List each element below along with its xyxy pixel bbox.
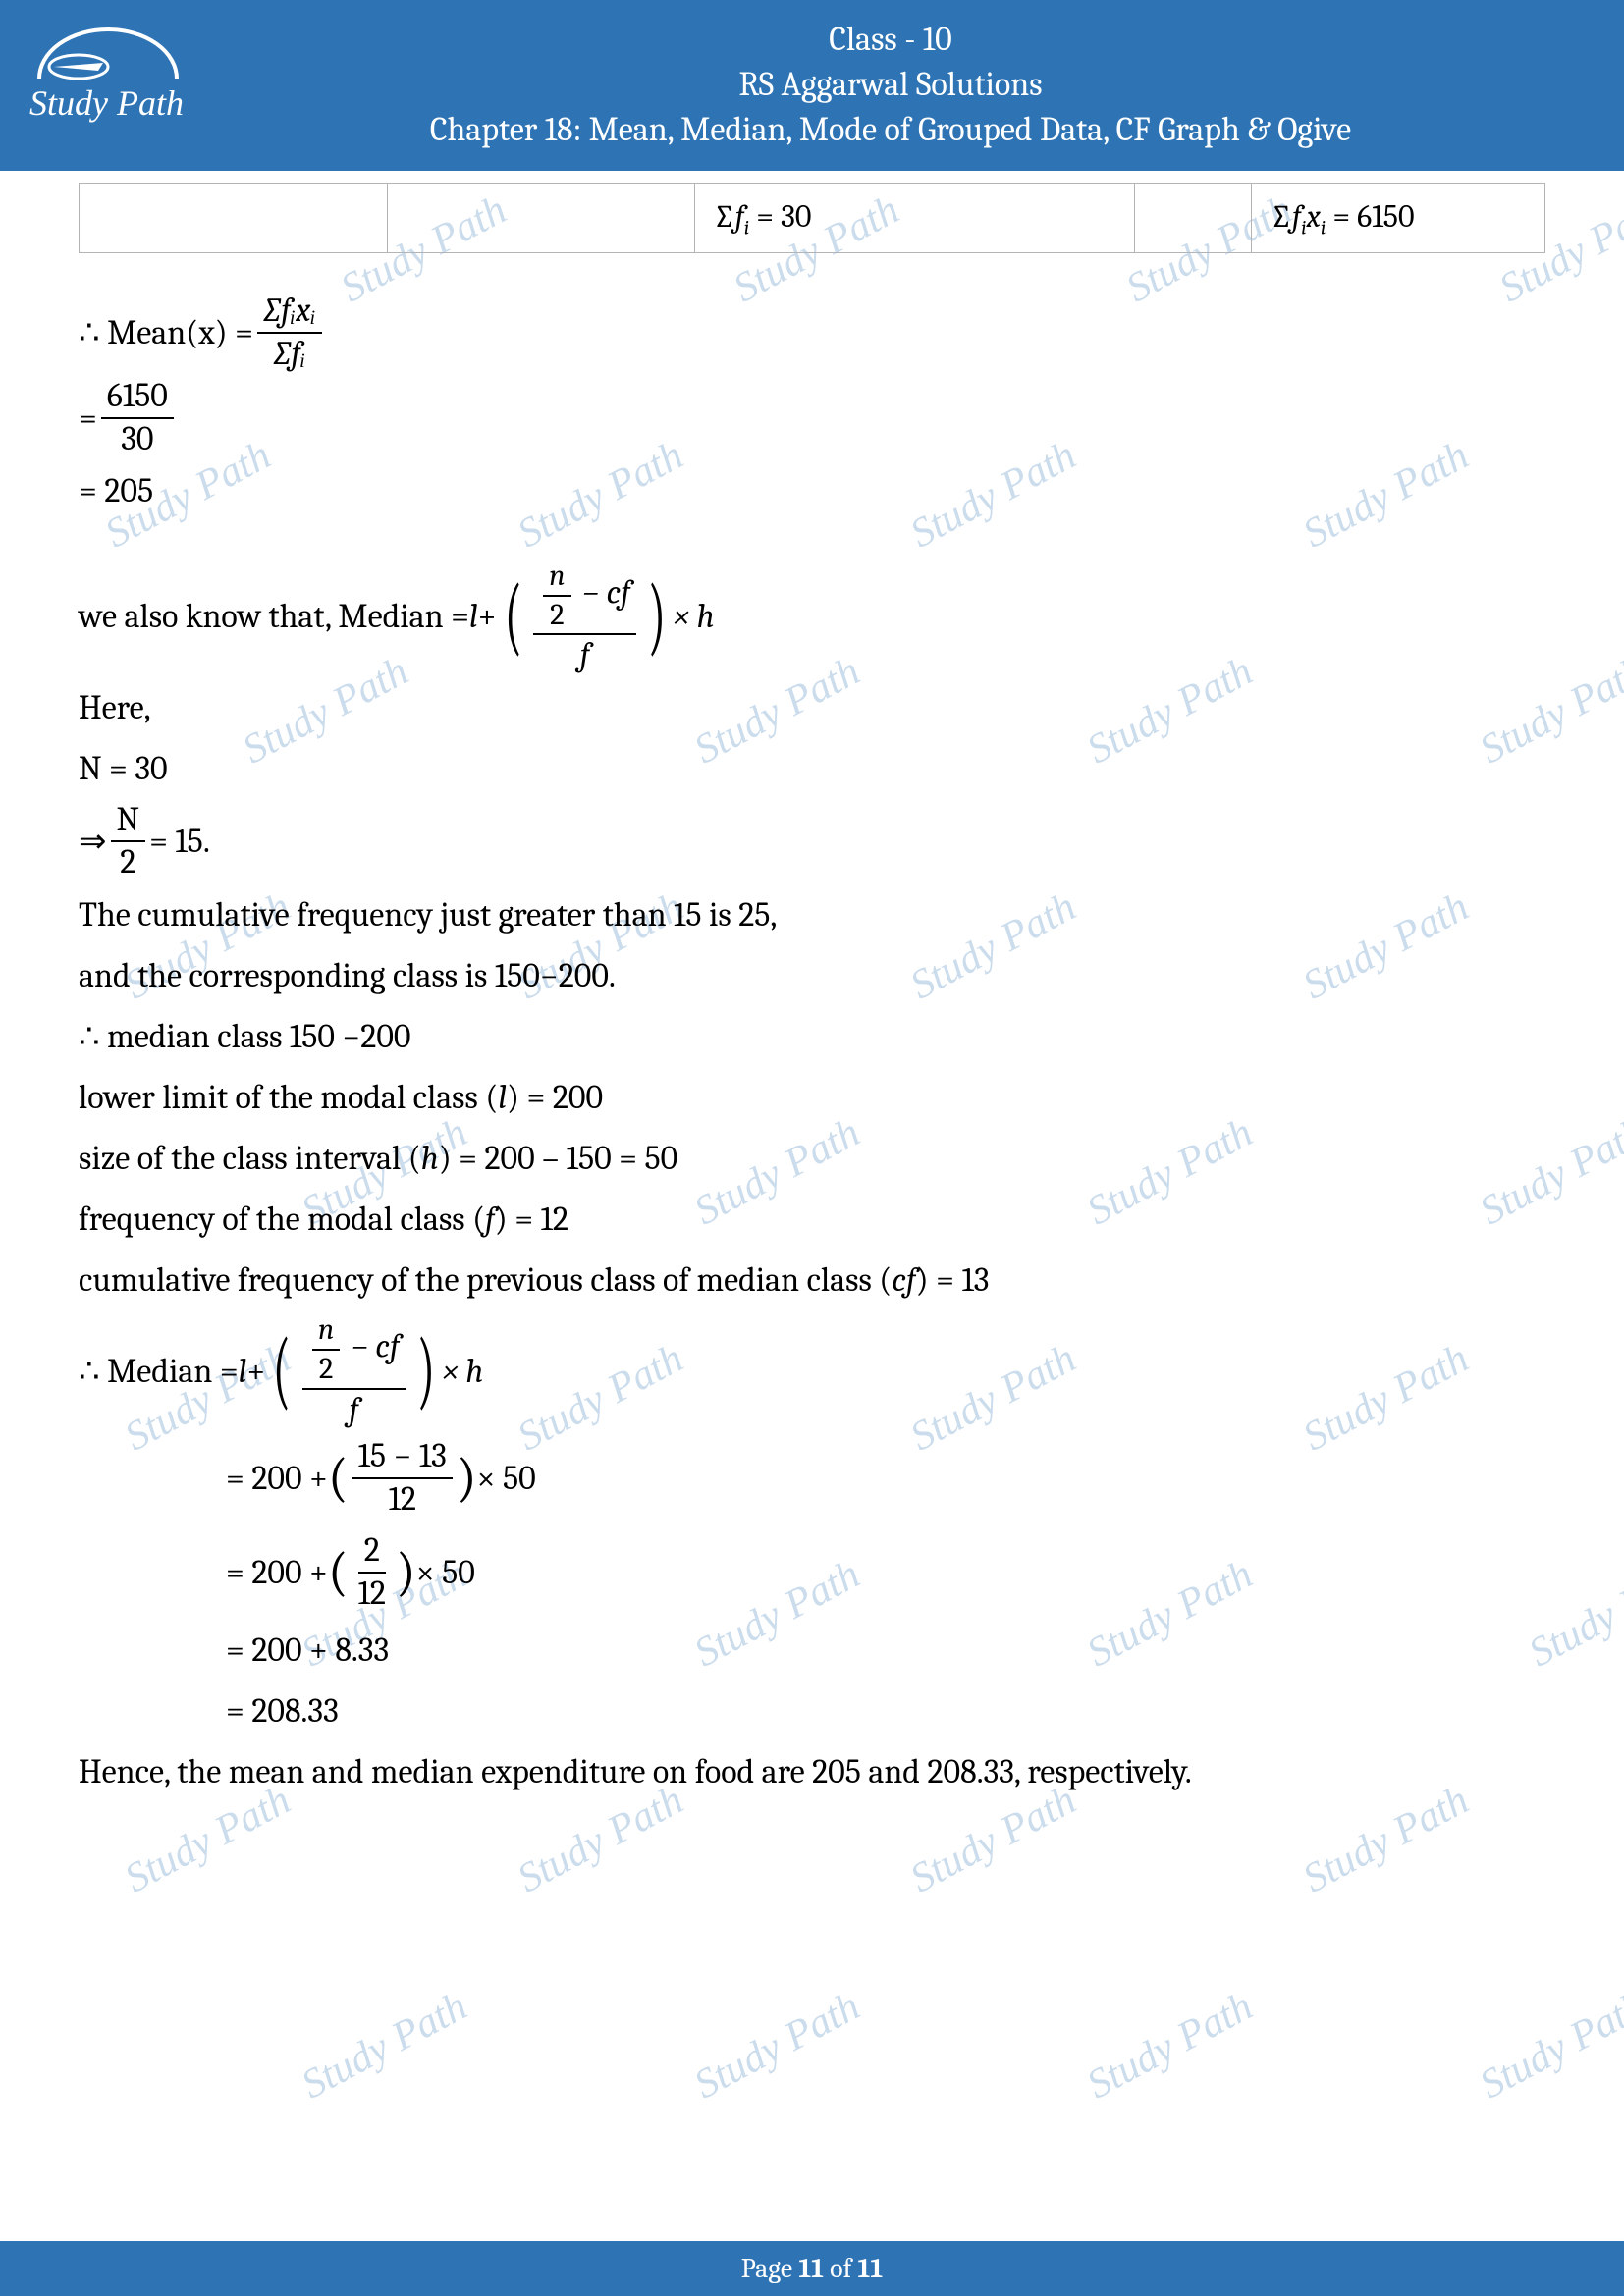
mean-result: = 205 (79, 463, 1545, 518)
header-line-3: Chapter 18: Mean, Median, Mode of Groupe… (196, 108, 1585, 153)
lower-limit-line: lower limit of the modal class (l) = 200 (79, 1070, 1545, 1125)
n-over-2: ⇒ N 2 = 15. (79, 802, 1545, 881)
watermark: Study Path (686, 1983, 867, 2109)
median-class-line: ∴ median class 150 −200 (79, 1009, 1545, 1064)
header-line-2: RS Aggarwal Solutions (196, 63, 1585, 108)
cf-statement: The cumulative frequency just greater th… (79, 887, 1545, 942)
sum-fixi-cell: ∑fixi = 6150 (1252, 183, 1545, 253)
header-line-1: Class - 10 (196, 18, 1585, 63)
page-content: ∑fi = 30 ∑fixi = 6150 ∴ Mean(x) = ∑fᵢxᵢ … (0, 171, 1624, 1844)
footer-prefix: Page (741, 2253, 799, 2284)
page-header: Study Path Class - 10 RS Aggarwal Soluti… (0, 0, 1624, 171)
sum-fi-cell: ∑fi = 30 (695, 183, 1135, 253)
median-calc-5: = 208.33 (226, 1683, 1545, 1738)
median-calc-1: ∴ Median = l + ( n 2 − cf f ) × h (79, 1313, 1545, 1428)
footer-current: 11 (798, 2253, 824, 2284)
here-label: Here, (79, 680, 1545, 735)
watermark: Study Path (1079, 1983, 1260, 2109)
watermark: Study Path (1472, 1983, 1624, 2109)
median-calc-3: = 200 + ( 2 12 ) × 50 (226, 1528, 1545, 1617)
summary-table: ∑fi = 30 ∑fixi = 6150 (79, 183, 1545, 254)
brand-logo: Study Path (29, 20, 187, 128)
median-formula: we also know that, Median = l + ( n 2 − … (79, 560, 1545, 674)
cumfreq-line: cumulative frequency of the previous cla… (79, 1253, 1545, 1308)
class-statement: and the corresponding class is 150−200. (79, 948, 1545, 1003)
pen-arc-icon (29, 20, 187, 88)
page-footer: Page 11 of 11 (0, 2241, 1624, 2296)
n-value: N = 30 (79, 741, 1545, 796)
size-line: size of the class interval (h) = 200 – 1… (79, 1131, 1545, 1186)
footer-total: 11 (858, 2253, 884, 2284)
mean-step-2: = 6150 30 (79, 378, 1545, 457)
freq-line: frequency of the modal class (f) = 12 (79, 1192, 1545, 1247)
median-calc-4: = 200 + 8.33 (226, 1623, 1545, 1678)
conclusion-line: Hence, the mean and median expenditure o… (79, 1744, 1545, 1799)
footer-of: of (824, 2253, 858, 2284)
watermark: Study Path (294, 1983, 474, 2109)
table-row: ∑fi = 30 ∑fixi = 6150 (80, 183, 1545, 253)
median-calc-2: = 200 + ( 15 − 13 12 ) × 50 (226, 1434, 1545, 1522)
logo-text: Study Path (29, 80, 184, 128)
mean-formula: ∴ Mean(x) = ∑fᵢxᵢ ∑fᵢ (79, 293, 1545, 372)
